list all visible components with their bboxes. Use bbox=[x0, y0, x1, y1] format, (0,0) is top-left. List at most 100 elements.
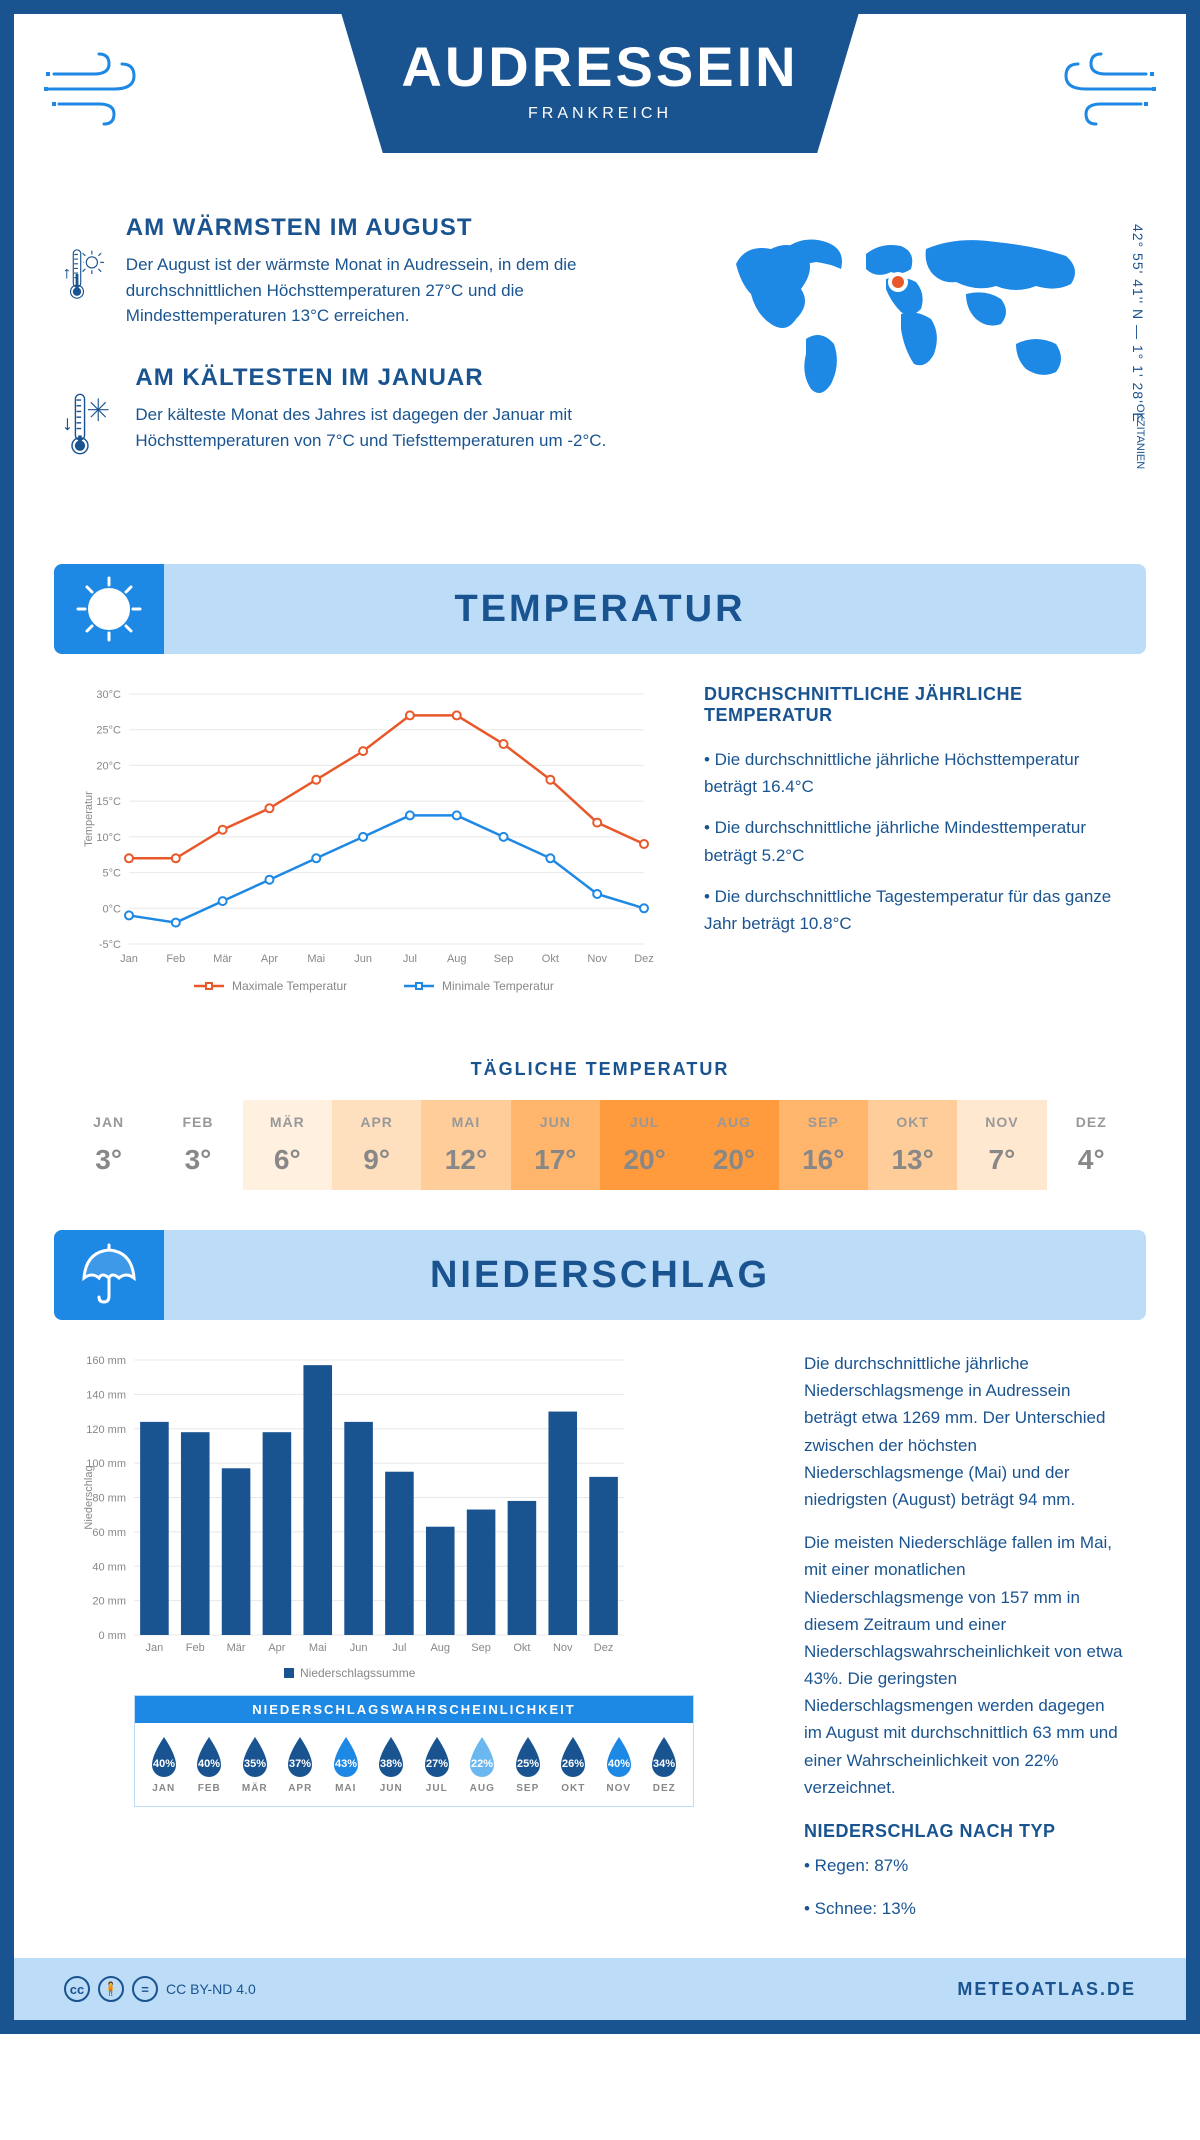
sun-icon bbox=[74, 574, 144, 644]
svg-text:Okt: Okt bbox=[542, 953, 559, 965]
svg-text:25°C: 25°C bbox=[96, 725, 121, 737]
summary-row: AM WÄRMSTEN IM AUGUST Der August ist der… bbox=[14, 194, 1186, 544]
svg-text:0 mm: 0 mm bbox=[99, 1630, 127, 1642]
prob-cell: 22%AUG bbox=[460, 1735, 506, 1794]
warmest-text: Der August ist der wärmste Monat in Audr… bbox=[126, 252, 656, 329]
svg-text:20 mm: 20 mm bbox=[92, 1596, 126, 1608]
svg-text:37%: 37% bbox=[289, 1758, 311, 1770]
thermometer-sun-icon bbox=[64, 214, 106, 334]
svg-text:Mär: Mär bbox=[227, 1642, 246, 1654]
svg-text:22%: 22% bbox=[471, 1758, 493, 1770]
svg-text:Jul: Jul bbox=[392, 1642, 406, 1654]
svg-text:34%: 34% bbox=[653, 1758, 675, 1770]
coldest-info: AM KÄLTESTEN IM JANUAR Der kälteste Mona… bbox=[64, 364, 656, 484]
license-text: CC BY-ND 4.0 bbox=[166, 1981, 256, 1997]
svg-text:35%: 35% bbox=[244, 1758, 266, 1770]
prob-cell: 27%JUL bbox=[414, 1735, 460, 1794]
prob-title: NIEDERSCHLAGSWAHRSCHEINLICHKEIT bbox=[135, 1696, 693, 1723]
prob-cell: 25%SEP bbox=[505, 1735, 551, 1794]
precipitation-probability-strip: NIEDERSCHLAGSWAHRSCHEINLICHKEIT 40%JAN40… bbox=[134, 1695, 694, 1807]
svg-text:Feb: Feb bbox=[166, 953, 185, 965]
precip-type-line: • Schnee: 13% bbox=[804, 1895, 1126, 1922]
temperature-summary: DURCHSCHNITTLICHE JÄHRLICHE TEMPERATUR •… bbox=[704, 684, 1126, 1009]
wind-icon bbox=[44, 44, 164, 134]
precip-text: Die durchschnittliche jährliche Niedersc… bbox=[804, 1350, 1126, 1513]
svg-text:Temperatur: Temperatur bbox=[83, 791, 95, 847]
svg-text:Apr: Apr bbox=[261, 953, 278, 965]
daily-temp-cell: JUL20° bbox=[600, 1100, 689, 1190]
svg-text:Sep: Sep bbox=[471, 1642, 491, 1654]
svg-text:Aug: Aug bbox=[447, 953, 467, 965]
svg-text:Jul: Jul bbox=[403, 953, 417, 965]
coldest-title: AM KÄLTESTEN IM JANUAR bbox=[135, 364, 656, 392]
daily-temp-cell: JAN3° bbox=[64, 1100, 153, 1190]
svg-text:Jan: Jan bbox=[120, 953, 138, 965]
daily-temp-cell: OKT13° bbox=[868, 1100, 957, 1190]
temp-summary-line: • Die durchschnittliche Tagestemperatur … bbox=[704, 883, 1126, 937]
svg-text:80 mm: 80 mm bbox=[92, 1493, 126, 1505]
svg-text:140 mm: 140 mm bbox=[86, 1389, 126, 1401]
prob-cell: 43%MAI bbox=[323, 1735, 369, 1794]
svg-text:30°C: 30°C bbox=[96, 689, 121, 701]
precipitation-summary: Die durchschnittliche jährliche Niedersc… bbox=[804, 1350, 1126, 1938]
svg-text:40%: 40% bbox=[198, 1758, 220, 1770]
svg-text:0°C: 0°C bbox=[103, 903, 122, 915]
svg-text:Jun: Jun bbox=[350, 1642, 368, 1654]
coldest-text: Der kälteste Monat des Jahres ist dagege… bbox=[135, 402, 656, 453]
svg-text:Dez: Dez bbox=[594, 1642, 614, 1654]
region-label: OKZITANIEN bbox=[1134, 404, 1146, 469]
svg-text:Niederschlagssumme: Niederschlagssumme bbox=[300, 1666, 416, 1680]
svg-text:Dez: Dez bbox=[634, 953, 654, 965]
precip-text: Die meisten Niederschläge fallen im Mai,… bbox=[804, 1529, 1126, 1801]
warmest-title: AM WÄRMSTEN IM AUGUST bbox=[126, 214, 656, 242]
daily-temp-cell: MÄR6° bbox=[243, 1100, 332, 1190]
svg-text:Sep: Sep bbox=[494, 953, 514, 965]
prob-cell: 40%FEB bbox=[187, 1735, 233, 1794]
precip-type-line: • Regen: 87% bbox=[804, 1852, 1126, 1879]
umbrella-icon bbox=[74, 1240, 144, 1310]
daily-temp-cell: FEB3° bbox=[153, 1100, 242, 1190]
svg-text:Nov: Nov bbox=[587, 953, 607, 965]
prob-cell: 40%JAN bbox=[141, 1735, 187, 1794]
page-title: AUDRESSEIN bbox=[401, 34, 798, 99]
svg-text:Jan: Jan bbox=[146, 1642, 164, 1654]
temp-summary-line: • Die durchschnittliche jährliche Höchst… bbox=[704, 746, 1126, 800]
svg-text:Apr: Apr bbox=[268, 1642, 285, 1654]
precipitation-chart: 0 mm20 mm40 mm60 mm80 mm100 mm120 mm140 … bbox=[74, 1350, 754, 1695]
svg-text:40 mm: 40 mm bbox=[92, 1561, 126, 1573]
warmest-info: AM WÄRMSTEN IM AUGUST Der August ist der… bbox=[64, 214, 656, 334]
daily-temp-cell: JUN17° bbox=[511, 1100, 600, 1190]
prob-cell: 26%OKT bbox=[551, 1735, 597, 1794]
daily-temp-cell: DEZ4° bbox=[1047, 1100, 1136, 1190]
svg-text:40%: 40% bbox=[608, 1758, 630, 1770]
world-map: 42° 55' 41'' N — 1° 1' 28'' E OKZITANIEN bbox=[716, 214, 1136, 514]
daily-temp-cell: APR9° bbox=[332, 1100, 421, 1190]
page-footer: cc 🧍 = CC BY-ND 4.0 METEOATLAS.DE bbox=[14, 1958, 1186, 2020]
precipitation-title: NIEDERSCHLAG bbox=[430, 1254, 770, 1297]
svg-text:60 mm: 60 mm bbox=[92, 1527, 126, 1539]
svg-text:15°C: 15°C bbox=[96, 796, 121, 808]
daily-temp-cell: MAI12° bbox=[421, 1100, 510, 1190]
svg-text:Mai: Mai bbox=[309, 1642, 327, 1654]
svg-text:20°C: 20°C bbox=[96, 760, 121, 772]
prob-cell: 37%APR bbox=[278, 1735, 324, 1794]
nd-icon: = bbox=[132, 1976, 158, 2002]
svg-text:43%: 43% bbox=[335, 1758, 357, 1770]
license-block: cc 🧍 = CC BY-ND 4.0 bbox=[64, 1976, 256, 2002]
daily-temp-cell: SEP16° bbox=[779, 1100, 868, 1190]
svg-text:Mai: Mai bbox=[307, 953, 325, 965]
prob-cell: 35%MÄR bbox=[232, 1735, 278, 1794]
precipitation-section-header: NIEDERSCHLAG bbox=[54, 1230, 1146, 1320]
title-banner: AUDRESSEIN FRANKREICH bbox=[341, 14, 858, 153]
svg-text:-5°C: -5°C bbox=[99, 939, 121, 951]
prob-cell: 40%NOV bbox=[596, 1735, 642, 1794]
svg-text:Okt: Okt bbox=[513, 1642, 530, 1654]
svg-text:Mär: Mär bbox=[213, 953, 232, 965]
precip-type-title: NIEDERSCHLAG NACH TYP bbox=[804, 1821, 1126, 1842]
svg-text:Maximale Temperatur: Maximale Temperatur bbox=[232, 979, 347, 993]
thermometer-snow-icon bbox=[64, 364, 115, 484]
prob-cell: 34%DEZ bbox=[642, 1735, 688, 1794]
svg-text:160 mm: 160 mm bbox=[86, 1355, 126, 1367]
coordinates: 42° 55' 41'' N — 1° 1' 28'' E bbox=[1130, 224, 1146, 423]
temp-summary-title: DURCHSCHNITTLICHE JÄHRLICHE TEMPERATUR bbox=[704, 684, 1126, 726]
